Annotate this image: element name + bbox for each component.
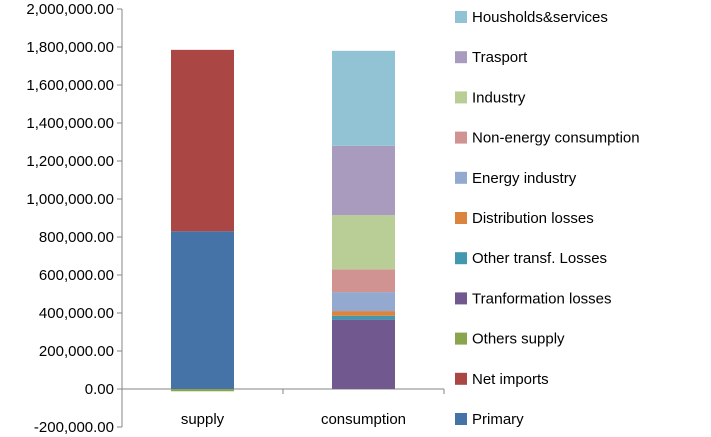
- bar-segment-housholds-services: [332, 50, 395, 146]
- legend-label-housholds-services: Housholds&services: [472, 9, 608, 26]
- bar-segment-others-supply: [171, 389, 234, 392]
- bar-segment-non-energy-consumption: [332, 269, 395, 293]
- legend-label-energy-industry: Energy industry: [472, 170, 577, 187]
- legend-label-trasport: Trasport: [472, 49, 528, 66]
- legend-label-net-imports: Net imports: [472, 371, 549, 388]
- bar-segment-energy-industry: [332, 292, 395, 312]
- y-tick-label: 1,200,000.00: [26, 153, 114, 170]
- bar-segment-distribution-losses: [332, 311, 395, 316]
- legend-swatch-others-supply: [455, 332, 467, 345]
- legend-swatch-tranformation-losses: [455, 292, 467, 305]
- x-category-label: supply: [181, 411, 225, 428]
- y-tick-label: 1,000,000.00: [26, 191, 114, 208]
- legend-swatch-distribution-losses: [455, 212, 467, 224]
- legend-label-distribution-losses: Distribution losses: [472, 210, 594, 227]
- legend-swatch-energy-industry: [455, 171, 467, 184]
- bar-segment-industry: [332, 215, 395, 270]
- legend-label-tranformation-losses: Tranformation losses: [472, 290, 612, 307]
- y-tick-label: -200,000.00: [34, 419, 114, 436]
- bar-segment-net-imports: [171, 49, 234, 232]
- bar-segment-tranformation-losses: [332, 319, 395, 389]
- y-tick-label: 2,000,000.00: [26, 1, 114, 18]
- y-tick-label: 0.00: [85, 381, 114, 398]
- y-tick-label: 1,600,000.00: [26, 77, 114, 94]
- legend-swatch-industry: [455, 91, 467, 104]
- x-category-label: consumption: [321, 411, 406, 428]
- legend-label-primary: Primary: [472, 411, 524, 428]
- legend-label-non-energy-consumption: Non-energy consumption: [472, 130, 640, 147]
- y-tick-label: 200,000.00: [39, 343, 114, 360]
- legend-label-others-supply: Others supply: [472, 331, 565, 348]
- legend-swatch-net-imports: [455, 372, 467, 385]
- legend-swatch-other-transf-losses: [455, 252, 467, 265]
- y-tick-label: 1,800,000.00: [26, 39, 114, 56]
- legend-label-other-transf-losses: Other transf. Losses: [472, 250, 607, 267]
- bar-segment-other-transf-losses: [332, 315, 395, 320]
- y-tick-label: 800,000.00: [39, 229, 114, 246]
- legend-swatch-primary: [455, 413, 467, 425]
- legend-swatch-housholds-services: [455, 11, 467, 23]
- bar-segment-primary: [171, 231, 234, 389]
- y-tick-label: 600,000.00: [39, 267, 114, 284]
- legend-label-industry: Industry: [472, 89, 526, 106]
- legend-swatch-trasport: [455, 51, 467, 64]
- y-tick-label: 1,400,000.00: [26, 115, 114, 132]
- y-tick-label: 400,000.00: [39, 305, 114, 322]
- bar-segment-trasport: [332, 145, 395, 216]
- legend-swatch-non-energy-consumption: [455, 131, 467, 144]
